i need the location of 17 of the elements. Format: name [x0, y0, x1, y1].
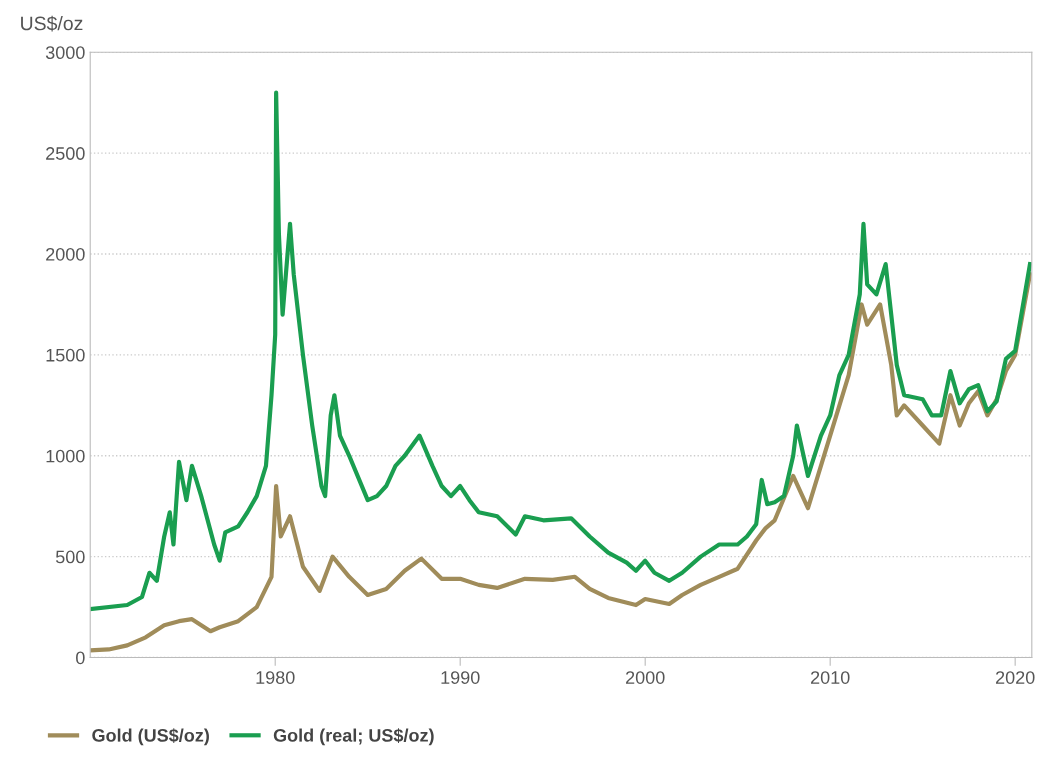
y-axis-title: US$/oz	[21, 15, 83, 32]
x-tick-label: 2000	[626, 671, 665, 684]
legend-label: Gold (real; US$/oz)	[273, 728, 434, 746]
x-tick-label: 2020	[995, 671, 1035, 684]
y-tick-label: 500	[55, 550, 85, 564]
line-series	[90, 272, 1032, 653]
x-tick-label: 1980	[256, 671, 295, 684]
y-tick-label: 2500	[46, 147, 85, 160]
y-tick-label: 3000	[45, 46, 85, 60]
y-tick-label: 0	[76, 651, 85, 665]
x-tick-label: 1990	[441, 671, 480, 684]
line-series	[90, 90, 1032, 612]
y-tick-label: 1000	[46, 449, 85, 463]
legend-label: Gold (US$/oz)	[92, 728, 209, 746]
y-tick-label: 2000	[46, 247, 85, 261]
y-tick-label: 1500	[46, 348, 85, 362]
x-tick-label: 2010	[811, 671, 850, 684]
